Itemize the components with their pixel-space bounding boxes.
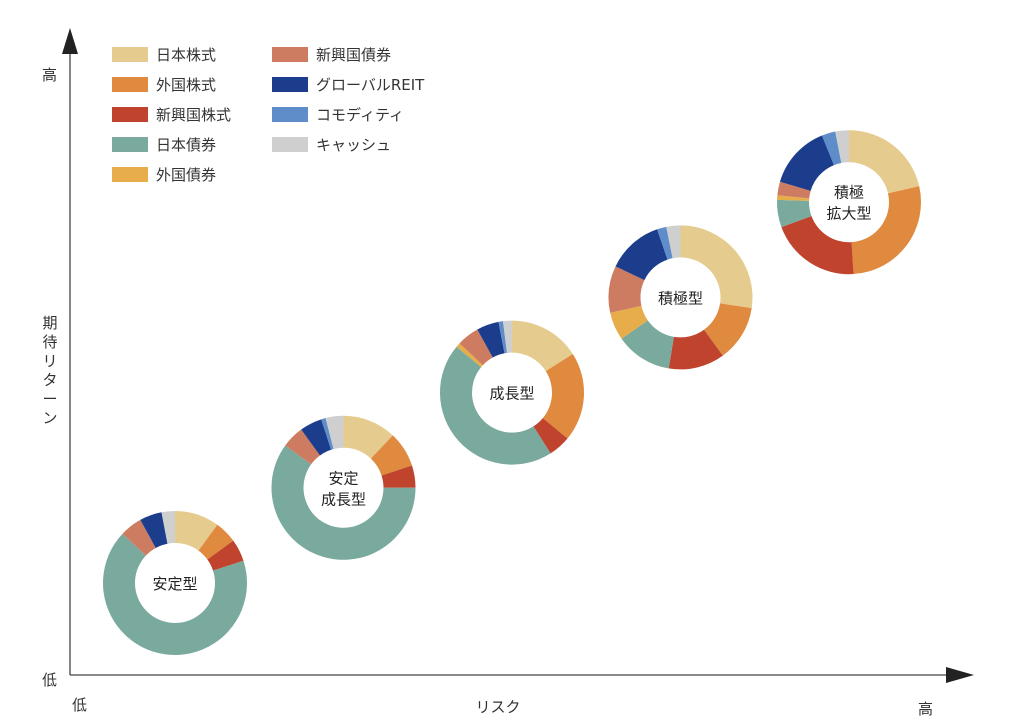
y-axis-title-char: リ xyxy=(42,352,57,370)
legend-item: 新興国株式 xyxy=(112,104,231,124)
legend-swatch xyxy=(112,76,148,92)
donut-segment xyxy=(777,181,811,199)
donut-segment xyxy=(477,321,505,358)
donut-segment xyxy=(512,320,573,372)
y-axis-arrow xyxy=(62,28,78,54)
legend-label: 新興国株式 xyxy=(156,105,232,124)
x-axis-high-label: 高 xyxy=(918,700,933,718)
legend-swatch xyxy=(272,136,308,152)
donut-segment xyxy=(343,415,393,459)
donut-segment xyxy=(851,186,922,275)
donut-segment xyxy=(610,305,648,339)
legend-swatch xyxy=(112,106,148,122)
donut-segment xyxy=(666,225,681,259)
x-axis-title: リスク xyxy=(475,698,520,716)
donut-segment xyxy=(102,533,247,655)
donut-segment xyxy=(621,320,674,369)
donut-label: 成長型 xyxy=(321,490,366,508)
donut-segment xyxy=(777,199,812,228)
y-axis-title-char: 待 xyxy=(42,333,57,351)
donut-segment xyxy=(657,226,673,260)
x-axis-low-label: 低 xyxy=(72,696,87,714)
donut-segment xyxy=(779,135,834,191)
donut-label: 安定 xyxy=(328,469,358,487)
donut-segment xyxy=(370,435,412,476)
legend-item: 外国債券 xyxy=(112,164,216,184)
donut-segment xyxy=(207,540,244,571)
donut-segment xyxy=(777,195,810,201)
legend-label: 外国株式 xyxy=(156,75,217,94)
legend-swatch xyxy=(112,166,148,182)
donut-segment xyxy=(781,216,854,275)
donut-segment xyxy=(849,130,920,194)
donut-segment xyxy=(456,343,483,368)
legend-label: 日本株式 xyxy=(156,45,217,64)
y-axis-title-char: タ xyxy=(42,371,57,389)
donut-segment xyxy=(285,429,320,465)
donut-segment xyxy=(615,229,668,281)
donut-label: 積極 xyxy=(834,184,864,202)
donut-segment xyxy=(821,131,842,166)
donut-segment xyxy=(175,511,218,551)
donut-segment xyxy=(542,354,584,439)
donut-segment xyxy=(668,329,723,370)
donut-label: 拡大型 xyxy=(826,205,871,223)
donut-segment xyxy=(271,445,416,560)
axes: 高 低 低 高 リスク 期待リターン xyxy=(42,28,974,718)
legend-item: キャッシュ xyxy=(272,134,391,154)
donut-label: 安定型 xyxy=(152,575,197,593)
donut-segment xyxy=(140,512,168,548)
x-axis-arrow xyxy=(946,667,974,683)
donut-segment xyxy=(680,225,753,309)
donut-segment xyxy=(459,329,493,366)
legend-item: 日本株式 xyxy=(112,44,216,64)
legend-item: 外国株式 xyxy=(112,74,216,94)
legend-item: コモディティ xyxy=(272,104,404,124)
legend-swatch xyxy=(272,106,308,122)
legend-label: 外国債券 xyxy=(156,165,217,184)
legend-item: 日本債券 xyxy=(112,134,216,154)
legend-swatch xyxy=(112,136,148,152)
donut-segment xyxy=(122,519,156,556)
legend-item: 新興国債券 xyxy=(272,44,391,64)
donut-segment xyxy=(704,303,752,356)
legend-swatch xyxy=(272,76,308,92)
legend-label: 日本債券 xyxy=(156,135,217,154)
donut-segment xyxy=(161,511,175,544)
y-axis-title-char: ン xyxy=(42,409,57,427)
donut-segment xyxy=(381,465,416,488)
donut-segment xyxy=(502,320,512,353)
portfolio-donut: 積極型 xyxy=(608,225,753,370)
donut-segment xyxy=(321,418,334,450)
legend-label: グローバルREIT xyxy=(316,75,425,94)
legend-swatch xyxy=(272,46,308,62)
donut-label: 成長型 xyxy=(489,385,534,403)
portfolio-donut: 安定型 xyxy=(102,511,247,655)
donut-label: 積極型 xyxy=(658,289,703,307)
y-axis-low-label: 低 xyxy=(42,671,57,689)
legend-label: キャッシュ xyxy=(316,135,392,154)
donut-segment xyxy=(498,321,507,354)
donut-segment xyxy=(325,415,344,450)
legend-label: コモディティ xyxy=(316,105,405,124)
donut-segment xyxy=(301,419,332,456)
y-axis-title-char: 期 xyxy=(42,314,57,332)
donut-segment xyxy=(835,130,849,163)
donut-segment xyxy=(439,346,551,465)
donut-segment xyxy=(198,524,234,560)
legend-swatch xyxy=(112,46,148,62)
donut-segment xyxy=(533,418,568,454)
y-axis-high-label: 高 xyxy=(42,66,57,84)
legend-label: 新興国債券 xyxy=(316,45,392,64)
y-axis-title: 期待リターン xyxy=(42,314,57,427)
legend-item: グローバルREIT xyxy=(272,74,424,94)
donut-segment xyxy=(608,266,645,313)
portfolio-donut: 成長型 xyxy=(439,320,584,465)
y-axis-title-char: ー xyxy=(42,390,57,408)
